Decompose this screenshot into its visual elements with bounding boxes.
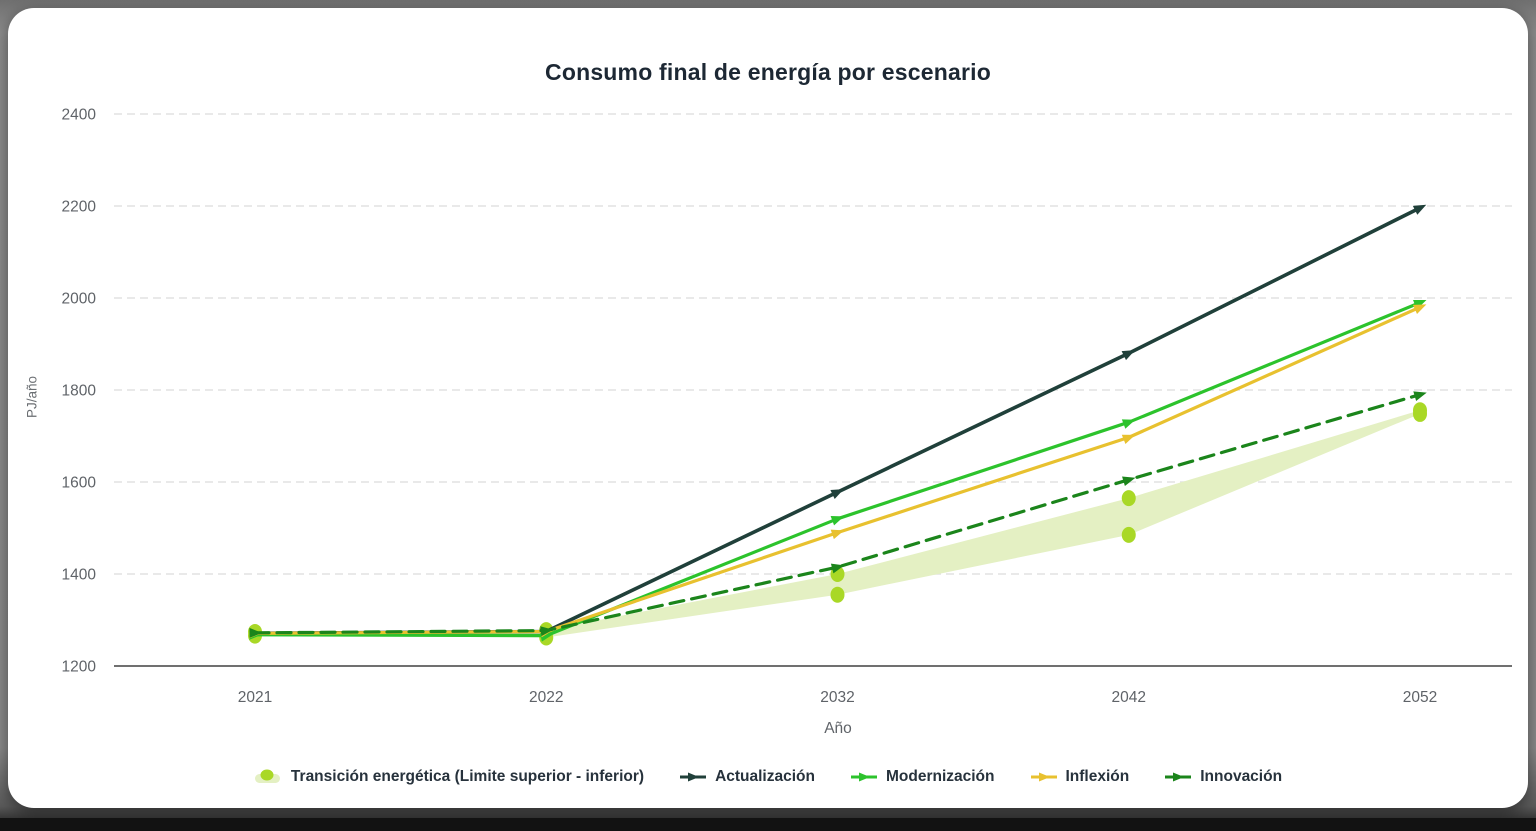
line-arrow-legend-marker (680, 772, 707, 782)
y-tick-label: 2400 (62, 107, 97, 124)
legend-label-modernizacion: Modernización (885, 768, 995, 785)
x-tick-label: 2022 (529, 689, 563, 706)
x-tick-label: 2052 (1403, 689, 1437, 706)
chart-canvas: 1200 1400 1600 1800 2000 2200 2400 2021 2022 2032… (62, 107, 1512, 706)
legend-label-transicion: Transición energética (Limite superior -… (290, 768, 645, 785)
y-tick-label: 1800 (62, 383, 97, 400)
y-tick-label: 2000 (62, 291, 97, 308)
legend-label-actualizacion: Actualización (715, 768, 815, 785)
series-line-3 (249, 391, 1427, 638)
x-tick-label: 2042 (1112, 689, 1146, 706)
y-tick-label: 1200 (62, 659, 97, 676)
y-tick-label: 1400 (62, 567, 97, 584)
legend-item-actualizacion[interactable]: Actualización (680, 768, 815, 786)
y-tick-label: 2200 (62, 199, 97, 216)
y-axis-title: PJ/año (24, 375, 40, 419)
legend: Transición energética (Limite superior -… (8, 768, 1528, 786)
transicion-band-markers (248, 402, 1427, 646)
x-axis-title: Año (824, 720, 852, 737)
legend-item-innovacion[interactable]: Innovación (1165, 768, 1282, 786)
legend-item-inflexion[interactable]: Inflexión (1030, 768, 1130, 786)
frame-bottom-edge (0, 818, 1536, 831)
band-legend-marker (254, 769, 280, 783)
legend-label-innovacion: Innovación (1200, 768, 1283, 785)
line-arrow-legend-marker (850, 772, 877, 782)
x-tick-label: 2032 (820, 689, 854, 706)
legend-label-inflexion: Inflexión (1065, 768, 1130, 785)
chart-title: Consumo final de energía por escenario (545, 59, 991, 85)
line-arrow-legend-marker (1165, 772, 1192, 782)
chart-card: Consumo final de energía por escenario 1… (8, 8, 1528, 808)
legend-item-modernizacion[interactable]: Modernización (850, 768, 995, 786)
gridlines: 1200 1400 1600 1800 2000 2200 2400 2021 2022 2032… (62, 107, 1512, 706)
legend-item-transicion[interactable]: Transición energética (Limite superior -… (254, 768, 644, 786)
x-tick-label: 2021 (238, 689, 272, 706)
line-arrow-legend-marker (1030, 772, 1057, 782)
y-tick-label: 1600 (62, 475, 97, 492)
